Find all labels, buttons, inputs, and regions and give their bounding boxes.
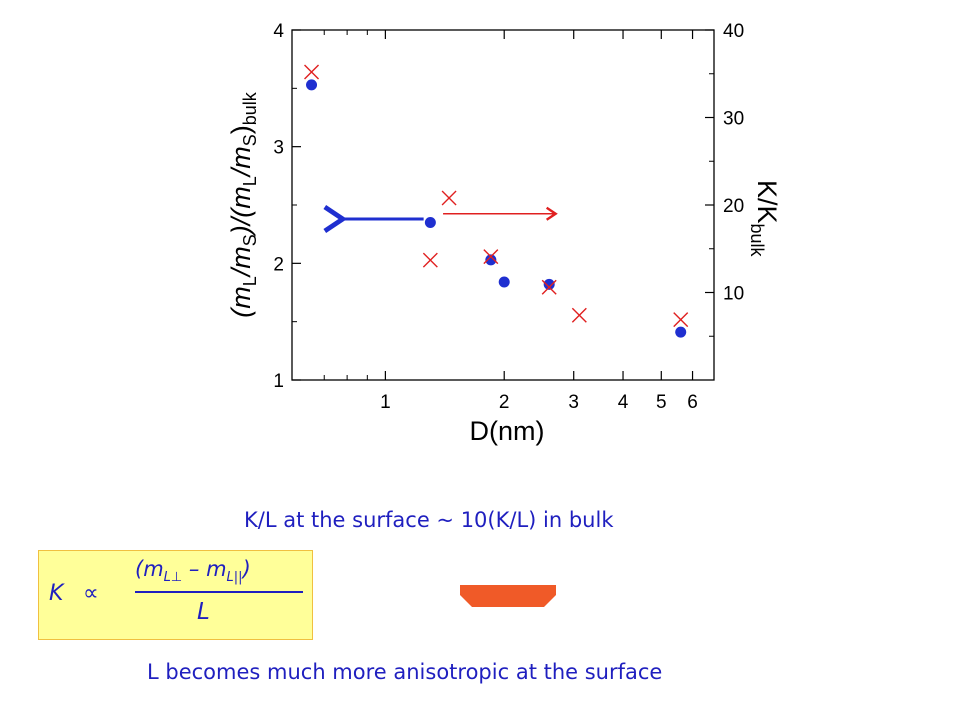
series-0-point-2: [485, 254, 497, 266]
x-tick-label-5: 6: [687, 392, 698, 413]
numerator-minus: – m: [182, 557, 227, 581]
caption-ratio: K/L at the surface ~ 10(K/L) in bulk: [244, 508, 613, 532]
numerator-close: ): [242, 557, 251, 581]
series-0-point-5: [675, 326, 687, 338]
formula-box: K ∝ (mL⊥ – mL||) L: [38, 550, 313, 640]
x-marker-stroke-b: [541, 279, 557, 295]
fraction-bar: [135, 591, 303, 593]
x-marker-stroke-b: [483, 249, 499, 265]
subscript-perp: L⊥: [163, 570, 183, 586]
x-marker-stroke-b: [441, 190, 457, 206]
proportional-symbol: ∝: [83, 581, 99, 606]
series-0-point-3: [498, 276, 510, 288]
y-right-axis-title: K/Kbulk: [747, 180, 782, 258]
x-tick-label-2: 3: [568, 392, 579, 413]
x-marker-stroke-b: [673, 312, 689, 328]
y-left-tick-label-0: 1: [273, 371, 284, 392]
series-1-point-5: [571, 307, 587, 323]
series-1-point-6: [673, 312, 689, 328]
series-0-point-0: [306, 79, 318, 91]
down-arrow-icon: [460, 585, 556, 607]
x-axis-title: D(nm): [470, 416, 545, 446]
y-left-axis-title: (mL/mS)/(mL/mS)bulk: [226, 91, 260, 318]
caption-anisotropy: L becomes much more anisotropic at the s…: [147, 660, 662, 684]
y-left-tick-label-2: 3: [273, 138, 284, 159]
x-marker-stroke-b: [422, 252, 438, 268]
formula-k: K: [49, 581, 64, 606]
plot-frame: [291, 29, 715, 381]
formula-numerator: (mL⊥ – mL||): [135, 557, 251, 585]
series-0-point-1: [424, 217, 436, 228]
x-tick-label-3: 4: [618, 392, 629, 413]
y-right-tick-label-0: 10: [723, 284, 744, 305]
series-1-point-3: [483, 249, 499, 265]
x-marker-stroke-b: [571, 307, 587, 323]
series-1-point-0: [304, 64, 320, 80]
y-left-tick-label-3: 4: [273, 21, 284, 42]
subscript-parallel: L||: [226, 570, 243, 586]
x-tick-label-1: 2: [499, 392, 510, 413]
series-0-point-4: [543, 278, 555, 290]
series-1-point-4: [541, 279, 557, 295]
series-1-point-1: [422, 252, 438, 268]
y-right-tick-label-2: 30: [723, 109, 744, 130]
x-tick-label-0: 1: [380, 392, 391, 413]
caption-anisotropy-text: L becomes much more anisotropic at the s…: [147, 660, 663, 684]
y-right-tick-label-3: 40: [723, 21, 744, 42]
numerator-open: (m: [135, 557, 164, 581]
formula-denominator: L: [197, 599, 210, 625]
y-right-tick-label-1: 20: [723, 196, 744, 217]
series-1-point-2: [441, 190, 457, 206]
x-tick-label-4: 5: [656, 392, 667, 413]
caption-ratio-text: K/L at the surface ~ 10(K/L) in bulk: [244, 508, 614, 532]
y-left-tick-label-1: 2: [273, 254, 284, 275]
x-marker-stroke-b: [304, 64, 320, 80]
